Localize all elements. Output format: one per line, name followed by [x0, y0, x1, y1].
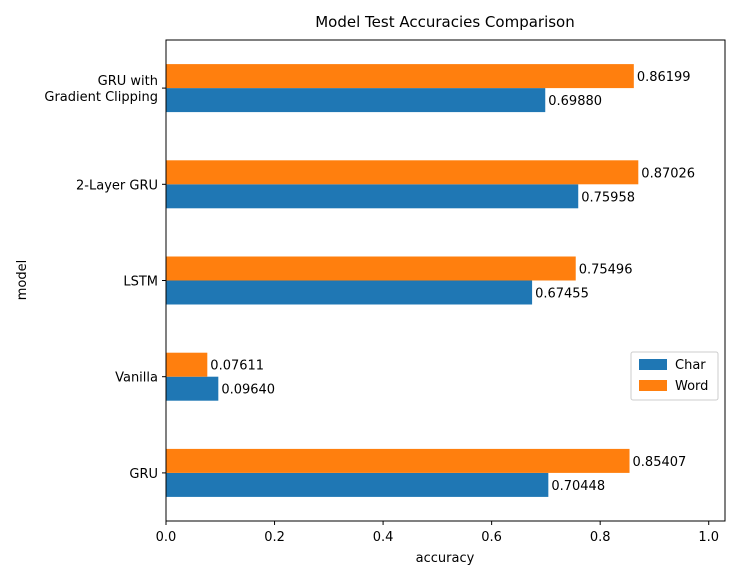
bar-word [166, 448, 630, 473]
y-tick-label: GRU [129, 467, 158, 482]
x-tick-label: 0.2 [264, 530, 285, 545]
legend-swatch-word [639, 380, 667, 391]
y-tick-label: GRU with [98, 74, 158, 89]
bar-word [166, 64, 634, 89]
bar-char [166, 376, 219, 401]
bar-value-label: 0.86199 [637, 70, 691, 85]
bar-char [166, 184, 579, 209]
plot-frame [165, 39, 726, 522]
legend-swatch-char [639, 359, 667, 370]
chart-title: Model Test Accuracies Comparison [315, 13, 575, 31]
bar-word [166, 352, 208, 377]
bar-value-label: 0.69880 [548, 94, 602, 109]
y-axis-label: model [15, 260, 30, 300]
bar-value-label: 0.75496 [579, 263, 633, 278]
bar-char [166, 472, 549, 497]
bar-value-label: 0.67455 [535, 287, 589, 302]
y-tick-label: Gradient Clipping [44, 90, 158, 105]
bar-value-label: 0.87026 [641, 166, 695, 181]
y-tick-label: LSTM [123, 275, 158, 290]
bar-value-label: 0.70448 [551, 479, 605, 494]
bar-value-label: 0.85407 [633, 455, 687, 470]
bar-value-label: 0.09640 [221, 383, 275, 398]
bar-word [166, 256, 576, 281]
bar-value-label: 0.75958 [581, 190, 635, 205]
x-tick-label: 0.8 [590, 530, 611, 545]
y-tick-label: Vanilla [115, 371, 158, 386]
bar-value-label: 0.07611 [210, 359, 264, 374]
bar-word [166, 160, 639, 185]
bar-char [166, 88, 546, 113]
legend-label-word: Word [675, 379, 708, 394]
x-tick-label: 0.0 [156, 530, 177, 545]
legend-label-char: Char [675, 358, 706, 373]
bar-char [166, 280, 533, 305]
x-axis-label: accuracy [416, 551, 475, 566]
x-tick-label: 0.4 [373, 530, 394, 545]
y-tick-label: 2-Layer GRU [76, 178, 158, 193]
x-tick-label: 0.6 [481, 530, 502, 545]
x-tick-label: 1.0 [698, 530, 719, 545]
